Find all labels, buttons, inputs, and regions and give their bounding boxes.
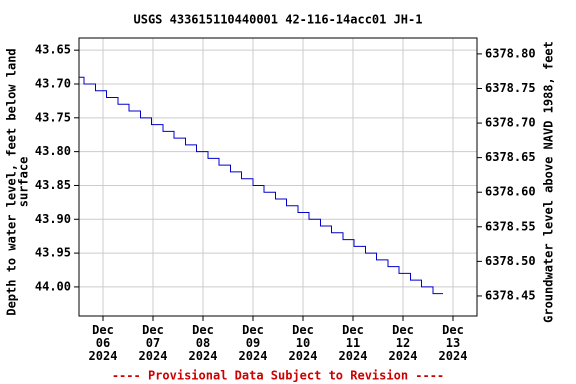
- x-tick-label: Dec 11 2024: [339, 323, 368, 363]
- x-tick-label: Dec 10 2024: [289, 323, 318, 363]
- y-tick-label: 43.85: [35, 178, 71, 192]
- x-tick-label-line: 08: [196, 336, 210, 350]
- y-tick-label: 43.70: [35, 76, 71, 90]
- x-tick-label: Dec 12 2024: [389, 323, 418, 363]
- y-tick-label: 43.65: [35, 43, 71, 57]
- x-tick-label-line: 09: [246, 336, 260, 350]
- data-line: [79, 76, 443, 295]
- x-tick-label-line: 10: [296, 336, 310, 350]
- y-tick-label: 43.75: [35, 110, 71, 124]
- x-tick-label-line: 2024: [89, 349, 118, 363]
- x-tick-label: Dec 09 2024: [239, 323, 268, 363]
- x-tick-label-line: Dec: [392, 323, 414, 337]
- footer-note: ---- Provisional Data Subject to Revisio…: [112, 369, 444, 383]
- x-tick-label-line: 2024: [189, 349, 218, 363]
- x-tick-label-line: Dec: [242, 323, 264, 337]
- y2-tick-label: 6378.45: [485, 288, 536, 302]
- x-tick-label: Dec 13 2024: [439, 323, 468, 363]
- x-tick-label-line: Dec: [92, 323, 114, 337]
- plot-frame: [78, 37, 478, 317]
- y2-tick-label: 6378.80: [485, 46, 536, 60]
- y2-tick-label: 6378.55: [485, 219, 536, 233]
- x-tick-label-line: 11: [346, 336, 360, 350]
- y2-tick-label: 6378.70: [485, 116, 536, 130]
- x-tick-label-line: Dec: [142, 323, 164, 337]
- x-tick-label-line: 2024: [139, 349, 168, 363]
- y-axis-label: Depth to water level, feet below land: [5, 48, 19, 315]
- y-tick-label: 44.00: [35, 279, 71, 293]
- x-tick-label-line: Dec: [192, 323, 214, 337]
- x-tick-label-line: Dec: [442, 323, 464, 337]
- x-tick-label-line: Dec: [292, 323, 314, 337]
- x-tick-label-line: 2024: [339, 349, 368, 363]
- y2-tick-label: 6378.65: [485, 150, 536, 164]
- y2-axis-label: Groundwater level above NAVD 1988, feet: [542, 41, 556, 323]
- x-tick-label-line: 2024: [289, 349, 318, 363]
- x-tick-label-line: 07: [146, 336, 160, 350]
- y2-tick-label: 6378.75: [485, 81, 536, 95]
- x-tick-label: Dec 06 2024: [89, 323, 118, 363]
- y2-tick-label: 6378.50: [485, 254, 536, 268]
- y-tick-label: 43.95: [35, 246, 71, 260]
- x-tick-label-line: 2024: [239, 349, 268, 363]
- y-tick-label: 43.90: [35, 212, 71, 226]
- x-tick-label: Dec 07 2024: [139, 323, 168, 363]
- y-axis-label: surface: [17, 157, 31, 208]
- x-tick-label-line: 12: [396, 336, 410, 350]
- y-tick-label: 43.80: [35, 144, 71, 158]
- y2-tick-label: 6378.60: [485, 185, 536, 199]
- x-tick-label: Dec 08 2024: [189, 323, 218, 363]
- x-tick-label-line: Dec: [342, 323, 364, 337]
- x-tick-label-line: 2024: [439, 349, 468, 363]
- x-tick-label-line: 13: [446, 336, 460, 350]
- chart-title: USGS 433615110440001 42-116-14acc01 JH-1: [134, 13, 423, 27]
- x-tick-label-line: 06: [96, 336, 110, 350]
- x-tick-label-line: 2024: [389, 349, 418, 363]
